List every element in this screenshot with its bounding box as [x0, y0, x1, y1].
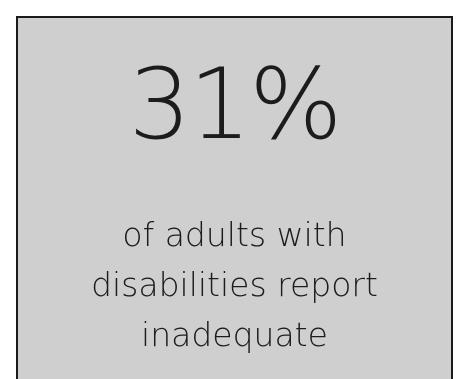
stat-caption-line: inadequate [141, 315, 328, 354]
stat-caption-line: of adults with [122, 215, 347, 254]
stat-caption: of adults with disabilities report inade… [38, 210, 431, 360]
stat-card: 31% of adults with disabilities report i… [16, 16, 453, 379]
stat-value: 31% [128, 48, 343, 162]
stat-caption-line: disabilities report [91, 265, 378, 304]
